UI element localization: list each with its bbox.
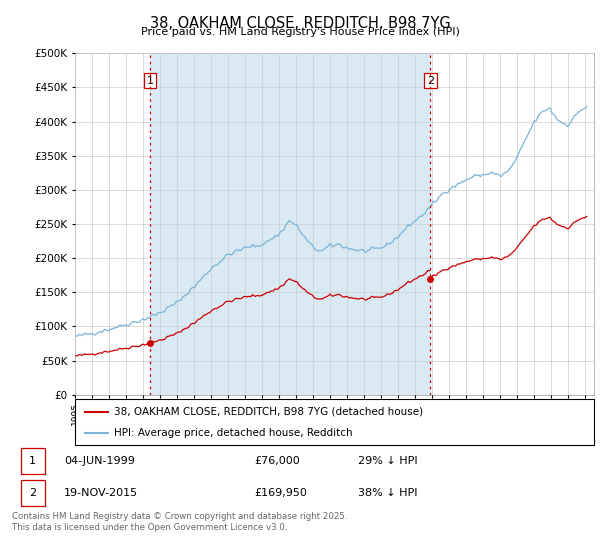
Text: £169,950: £169,950	[254, 488, 307, 498]
Text: 04-JUN-1999: 04-JUN-1999	[64, 456, 135, 466]
Text: 29% ↓ HPI: 29% ↓ HPI	[358, 456, 417, 466]
Text: 2: 2	[427, 76, 434, 86]
Text: Contains HM Land Registry data © Crown copyright and database right 2025.
This d: Contains HM Land Registry data © Crown c…	[12, 512, 347, 532]
Text: £76,000: £76,000	[254, 456, 299, 466]
Text: Price paid vs. HM Land Registry's House Price Index (HPI): Price paid vs. HM Land Registry's House …	[140, 27, 460, 37]
Text: 1: 1	[29, 456, 36, 466]
Bar	[20, 480, 45, 506]
Text: 38, OAKHAM CLOSE, REDDITCH, B98 7YG (detached house): 38, OAKHAM CLOSE, REDDITCH, B98 7YG (det…	[114, 407, 423, 417]
Bar	[150, 53, 430, 395]
Text: 38% ↓ HPI: 38% ↓ HPI	[358, 488, 417, 498]
Text: 19-NOV-2015: 19-NOV-2015	[64, 488, 138, 498]
Text: 38, OAKHAM CLOSE, REDDITCH, B98 7YG: 38, OAKHAM CLOSE, REDDITCH, B98 7YG	[149, 16, 451, 31]
Text: 1: 1	[147, 76, 154, 86]
Bar	[20, 448, 45, 474]
Text: 2: 2	[29, 488, 36, 498]
Text: HPI: Average price, detached house, Redditch: HPI: Average price, detached house, Redd…	[114, 428, 353, 438]
